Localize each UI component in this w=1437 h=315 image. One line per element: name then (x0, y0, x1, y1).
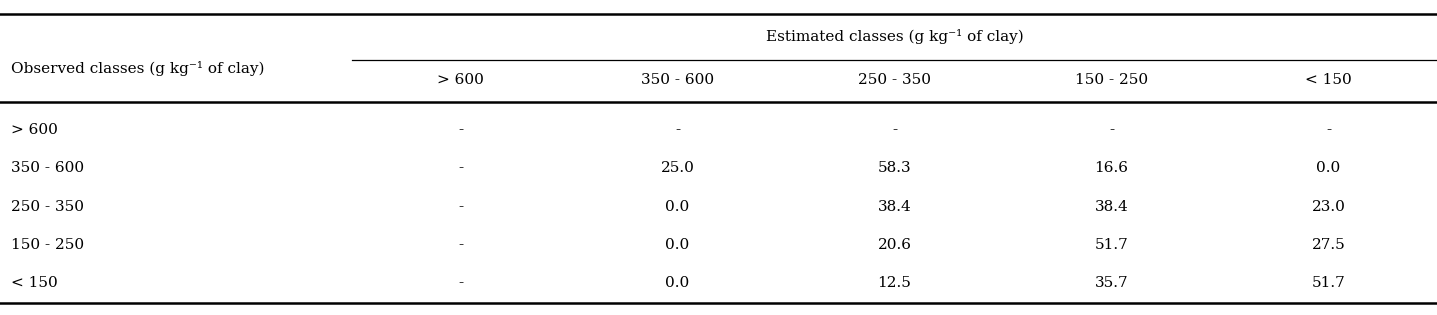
Text: > 600: > 600 (11, 123, 59, 137)
Text: < 150: < 150 (11, 276, 59, 290)
Text: -: - (675, 123, 680, 137)
Text: 250 - 350: 250 - 350 (11, 200, 85, 214)
Text: 51.7: 51.7 (1312, 276, 1345, 290)
Text: -: - (458, 123, 463, 137)
Text: 58.3: 58.3 (878, 161, 911, 175)
Text: 250 - 350: 250 - 350 (858, 73, 931, 87)
Text: -: - (1326, 123, 1331, 137)
Text: 12.5: 12.5 (878, 276, 911, 290)
Text: 0.0: 0.0 (1316, 161, 1341, 175)
Text: 38.4: 38.4 (1095, 200, 1128, 214)
Text: 0.0: 0.0 (665, 200, 690, 214)
Text: 51.7: 51.7 (1095, 238, 1128, 252)
Text: -: - (458, 276, 463, 290)
Text: 0.0: 0.0 (665, 238, 690, 252)
Text: 150 - 250: 150 - 250 (11, 238, 85, 252)
Text: 150 - 250: 150 - 250 (1075, 73, 1148, 87)
Text: -: - (458, 200, 463, 214)
Text: Estimated classes (g kg⁻¹ of clay): Estimated classes (g kg⁻¹ of clay) (766, 28, 1023, 43)
Text: Observed classes (g kg⁻¹ of clay): Observed classes (g kg⁻¹ of clay) (11, 61, 264, 77)
Text: 16.6: 16.6 (1095, 161, 1128, 175)
Text: 350 - 600: 350 - 600 (11, 161, 85, 175)
Text: -: - (892, 123, 897, 137)
Text: -: - (458, 238, 463, 252)
Text: 35.7: 35.7 (1095, 276, 1128, 290)
Text: 25.0: 25.0 (661, 161, 694, 175)
Text: 27.5: 27.5 (1312, 238, 1345, 252)
Text: 0.0: 0.0 (665, 276, 690, 290)
Text: 350 - 600: 350 - 600 (641, 73, 714, 87)
Text: -: - (458, 161, 463, 175)
Text: 38.4: 38.4 (878, 200, 911, 214)
Text: < 150: < 150 (1305, 73, 1352, 87)
Text: > 600: > 600 (437, 73, 484, 87)
Text: -: - (1109, 123, 1114, 137)
Text: 20.6: 20.6 (878, 238, 911, 252)
Text: 23.0: 23.0 (1312, 200, 1345, 214)
